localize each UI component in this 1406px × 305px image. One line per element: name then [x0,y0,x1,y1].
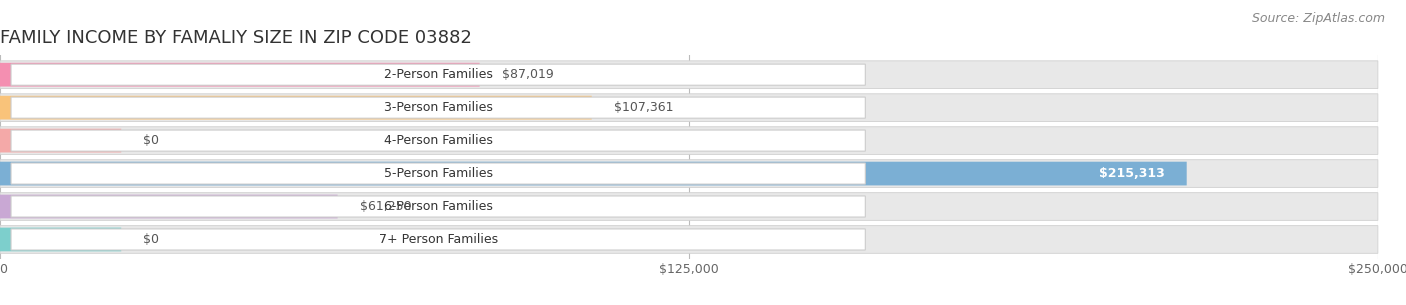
Text: $107,361: $107,361 [614,101,673,114]
Text: $0: $0 [143,233,159,246]
FancyBboxPatch shape [11,64,865,85]
Text: $0: $0 [143,134,159,147]
FancyBboxPatch shape [0,94,1378,121]
Text: 5-Person Families: 5-Person Families [384,167,492,180]
FancyBboxPatch shape [0,162,1187,185]
FancyBboxPatch shape [0,96,592,120]
FancyBboxPatch shape [0,127,1378,154]
Text: Source: ZipAtlas.com: Source: ZipAtlas.com [1251,12,1385,25]
FancyBboxPatch shape [0,193,1378,220]
FancyBboxPatch shape [11,229,865,250]
Text: $215,313: $215,313 [1099,167,1164,180]
Text: 7+ Person Families: 7+ Person Families [378,233,498,246]
FancyBboxPatch shape [11,196,865,217]
FancyBboxPatch shape [0,226,1378,253]
FancyBboxPatch shape [11,130,865,151]
FancyBboxPatch shape [0,195,337,218]
FancyBboxPatch shape [0,160,1378,187]
FancyBboxPatch shape [0,228,121,251]
Text: 6-Person Families: 6-Person Families [384,200,492,213]
FancyBboxPatch shape [11,97,865,118]
FancyBboxPatch shape [0,129,121,152]
FancyBboxPatch shape [11,163,865,184]
Text: $61,250: $61,250 [360,200,411,213]
Text: FAMILY INCOME BY FAMALIY SIZE IN ZIP CODE 03882: FAMILY INCOME BY FAMALIY SIZE IN ZIP COD… [0,29,472,47]
Text: 3-Person Families: 3-Person Families [384,101,492,114]
Text: 2-Person Families: 2-Person Families [384,68,492,81]
FancyBboxPatch shape [0,63,479,87]
Text: 4-Person Families: 4-Person Families [384,134,492,147]
Text: $87,019: $87,019 [502,68,554,81]
FancyBboxPatch shape [0,61,1378,88]
